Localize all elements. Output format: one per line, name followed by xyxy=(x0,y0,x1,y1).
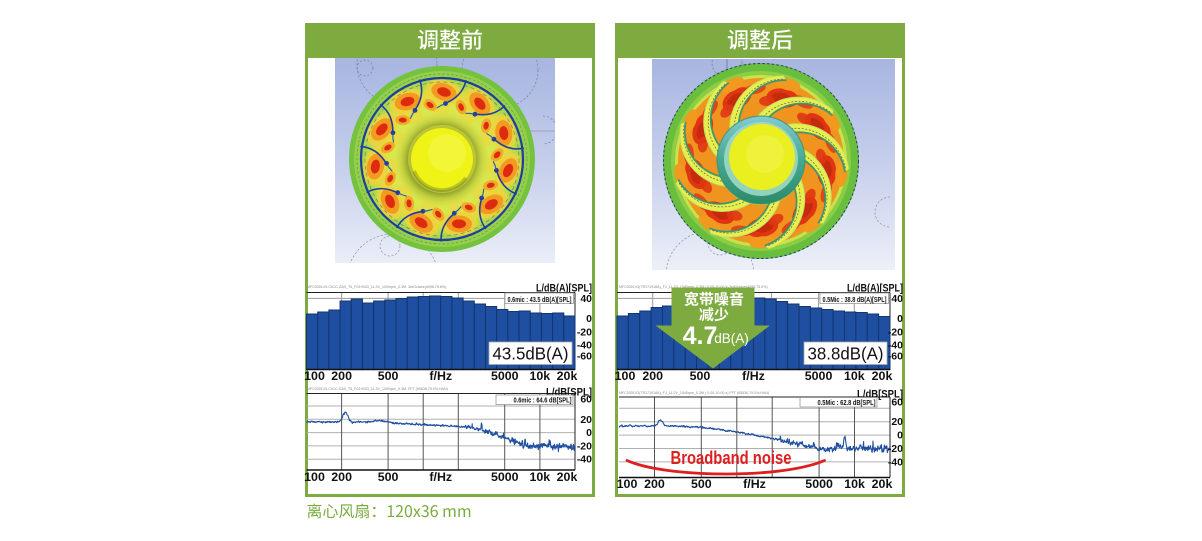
svg-text:f/Hz: f/Hz xyxy=(429,369,452,383)
svg-text:0: 0 xyxy=(897,430,903,442)
svg-text:-40: -40 xyxy=(888,340,903,352)
svg-text:0: 0 xyxy=(586,427,592,439)
svg-text:0.6mic : 43.5 dB(A)[SPL]: 0.6mic : 43.5 dB(A)[SPL] xyxy=(508,297,572,304)
svg-text:20k: 20k xyxy=(557,470,578,484)
svg-text:100: 100 xyxy=(617,477,638,491)
svg-text:100: 100 xyxy=(615,369,636,383)
svg-text:500: 500 xyxy=(691,477,712,491)
svg-text:20: 20 xyxy=(580,414,592,426)
svg-text:-20: -20 xyxy=(888,443,903,455)
svg-text:-40: -40 xyxy=(577,454,592,466)
svg-text:5000: 5000 xyxy=(805,369,833,383)
svg-text:200: 200 xyxy=(331,369,352,383)
svg-text:43.5dB(A): 43.5dB(A) xyxy=(493,344,569,364)
svg-text:MFC0301V3-C01C-GA9_T5_F03+B03_: MFC0301V3-C01C-GA9_T5_F03+B03_11.3V_1000… xyxy=(307,387,448,391)
svg-text:200: 200 xyxy=(644,477,665,491)
svg-text:200: 200 xyxy=(642,369,663,383)
svg-text:-20: -20 xyxy=(888,327,903,339)
svg-text:f/Hz: f/Hz xyxy=(742,369,765,383)
svg-text:40: 40 xyxy=(580,293,592,305)
svg-text:10k: 10k xyxy=(530,369,551,383)
svg-text:20: 20 xyxy=(891,416,903,428)
svg-text:20k: 20k xyxy=(872,477,893,491)
svg-text:20k: 20k xyxy=(557,369,578,383)
svg-text:5000: 5000 xyxy=(491,369,519,383)
svg-text:5000: 5000 xyxy=(491,470,519,484)
svg-text:40: 40 xyxy=(891,293,903,305)
svg-text:f/Hz: f/Hz xyxy=(429,470,452,484)
svg-text:20k: 20k xyxy=(872,369,893,383)
svg-text:-40: -40 xyxy=(888,456,903,468)
svg-text:100: 100 xyxy=(304,369,325,383)
svg-text:0.6mic : 64.6 dB[SPL]: 0.6mic : 64.6 dB[SPL] xyxy=(514,398,572,405)
svg-text:0: 0 xyxy=(586,313,592,325)
svg-text:4.7: 4.7 xyxy=(683,322,718,350)
svg-text:-20: -20 xyxy=(577,327,592,339)
svg-text:MFC0301V3(TR171918A)_FJ_11.2V_: MFC0301V3(TR171918A)_FJ_11.2V_1545rpm_0.… xyxy=(619,391,769,395)
svg-text:f/Hz: f/Hz xyxy=(743,477,766,491)
svg-text:0.5Mic : 62.8 dB[SPL]: 0.5Mic : 62.8 dB[SPL] xyxy=(818,400,876,407)
svg-text:10k: 10k xyxy=(844,369,865,383)
svg-text:100: 100 xyxy=(304,470,325,484)
svg-text:10k: 10k xyxy=(530,470,551,484)
svg-text:60: 60 xyxy=(580,394,592,406)
svg-text:-60: -60 xyxy=(577,350,592,362)
svg-text:L/dB(A)[SPL]: L/dB(A)[SPL] xyxy=(536,283,592,295)
svg-text:MFC0301V3(TR171918A)_FJ_11.2V_: MFC0301V3(TR171918A)_FJ_11.2V_1545rpm_0.… xyxy=(619,285,768,289)
svg-text:500: 500 xyxy=(378,470,399,484)
svg-text:5000: 5000 xyxy=(805,477,833,491)
svg-text:200: 200 xyxy=(331,470,352,484)
svg-text:MFC0301V3-C61C-GA9_T5_F03+B03_: MFC0301V3-C61C-GA9_T5_F03+B03_11.3V_1000… xyxy=(307,285,446,289)
svg-text:Broadband noise: Broadband noise xyxy=(671,448,792,468)
svg-text:-20: -20 xyxy=(577,440,592,452)
svg-text:-40: -40 xyxy=(577,340,592,352)
svg-text:500: 500 xyxy=(378,369,399,383)
svg-text:0: 0 xyxy=(897,313,903,325)
svg-text:60: 60 xyxy=(891,397,903,409)
svg-text:500: 500 xyxy=(690,369,711,383)
svg-text:38.8dB(A): 38.8dB(A) xyxy=(808,344,884,364)
svg-text:-60: -60 xyxy=(888,350,903,362)
svg-text:10k: 10k xyxy=(844,477,865,491)
svg-text:dB(A): dB(A) xyxy=(714,331,749,346)
svg-text:0.5Mic : 38.8 dB(A)[SPL]: 0.5Mic : 38.8 dB(A)[SPL] xyxy=(823,297,887,304)
svg-text:L/dB(A)[SPL]: L/dB(A)[SPL] xyxy=(847,283,903,295)
